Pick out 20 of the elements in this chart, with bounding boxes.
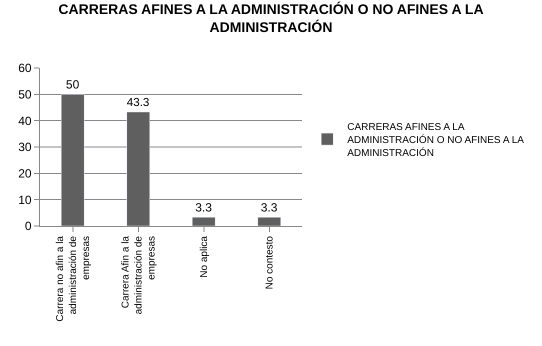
data-label: 3.3	[260, 200, 278, 214]
bar	[126, 112, 150, 226]
y-tick-label: 0	[24, 219, 32, 234]
x-tick-label: No contesto	[264, 236, 276, 290]
x-tick-label: No aplica	[199, 236, 210, 278]
y-tick-label: 20	[18, 166, 32, 181]
y-tick-label: 30	[18, 140, 32, 154]
y-tick-label: 10	[18, 192, 32, 207]
data-label: 3.3	[195, 200, 212, 214]
y-tick-label: 40	[18, 114, 32, 128]
x-tick-label: Carrera no afin a la administración de empresas	[55, 236, 92, 322]
y-tick-label: 50	[18, 88, 32, 102]
bar	[61, 94, 84, 226]
chart-title: CARRERAS AFINES A LA ADMINISTRACIÓN O NO AFINES A LA ADMINISTRACIÓN	[58, 0, 484, 36]
bar	[192, 217, 216, 226]
legend-label: CARRERAS AFINES A LA ADMINISTRACIÓN O NO AFINES A LA ADMINISTRACIÓN	[347, 122, 524, 159]
data-label: 43.3	[126, 96, 150, 110]
bar	[258, 217, 281, 226]
data-label: 50	[66, 77, 80, 92]
y-tick-label: 60	[18, 61, 32, 76]
